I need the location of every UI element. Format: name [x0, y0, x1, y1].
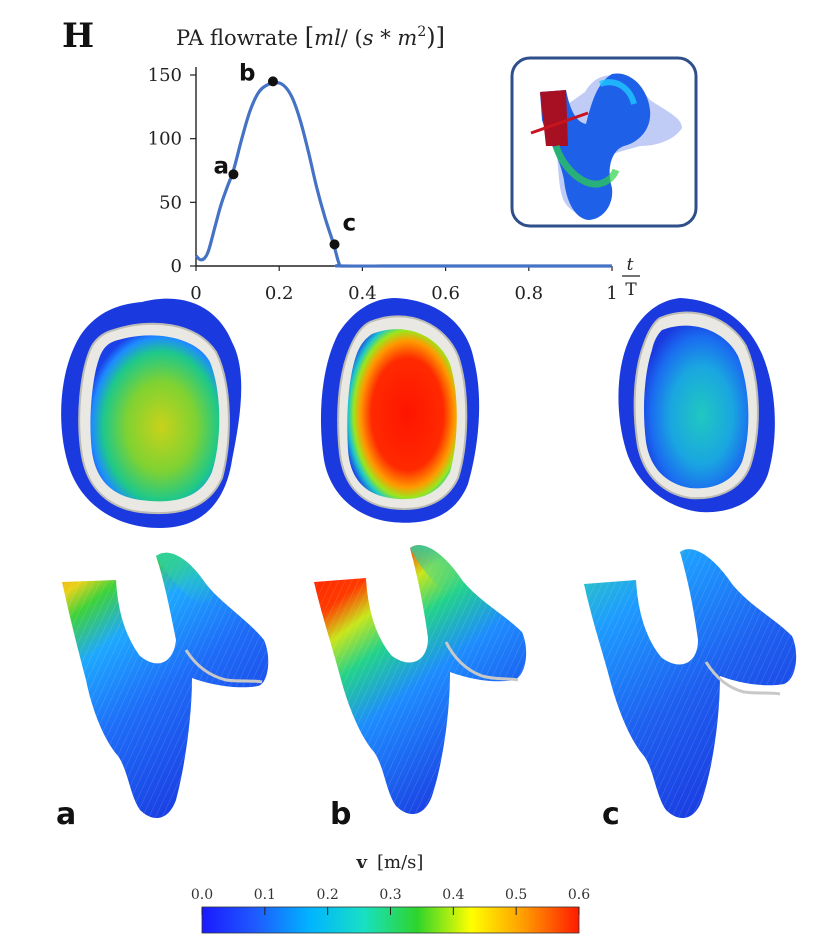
valve-line-c [704, 661, 781, 696]
colorbar-symbol: v [356, 852, 368, 873]
colorbar-tick-label: 0.6 [568, 887, 590, 903]
streamline-slice-c [584, 549, 797, 819]
inset-cyan-band [598, 79, 637, 105]
chart-title-rb: )] [426, 23, 445, 51]
chart-title-s: s [363, 26, 374, 50]
x-tick-label: 0 [190, 283, 201, 304]
colorbar-tick-label: 0.4 [442, 887, 464, 903]
phase-markers: a b c [213, 60, 357, 250]
x-tick-label: 0.6 [431, 283, 460, 304]
colorbar-ticks [201, 907, 580, 915]
chart-title-ml: ml [314, 26, 341, 50]
y-tick-label: 50 [159, 192, 182, 213]
valve-line-b [444, 641, 519, 682]
chart-title: PA flowrate [ml/ (s * m2)] [176, 23, 445, 51]
marker-point-b [267, 76, 278, 87]
inset-heart-view [510, 56, 698, 228]
y-tick-label: 100 [148, 129, 182, 150]
column-label-b: b [330, 797, 351, 832]
chart-title-main: PA flowrate [176, 26, 305, 50]
y-tick-label: 150 [148, 65, 182, 86]
chart-title-lb: [ [305, 23, 314, 51]
colorbar-tick-label: 0.5 [505, 887, 527, 903]
cross-section-c [618, 298, 775, 513]
x-tick-label: 1 [606, 283, 617, 304]
marker-point-a [228, 169, 239, 180]
inset-pa-red [540, 90, 568, 146]
chart-title-slash: / ( [341, 26, 363, 50]
colorbar-unit: [m/s] [377, 852, 423, 873]
x-tick-label: 0.2 [265, 283, 294, 304]
colorbar-tick-label: 0.3 [379, 887, 401, 903]
streamline-slice-b [314, 545, 527, 815]
x-tick-label: 0.8 [514, 283, 543, 304]
chart-title-star: * [374, 26, 398, 50]
inset-cut-line [530, 111, 589, 135]
flowrate-series-line [194, 81, 612, 268]
colorbar-tick-label: 0.2 [317, 887, 339, 903]
cross-section-a [61, 298, 242, 528]
colorbar-tick-label: 0.1 [254, 887, 276, 903]
x-ticks: 0 0.2 0.4 0.6 0.8 1 [190, 266, 618, 304]
colorbar-tick-label: 0.0 [191, 887, 213, 903]
colorbar-tick-labels: 0.0 0.1 0.2 0.3 0.4 0.5 0.6 [191, 887, 590, 903]
marker-point-c [329, 239, 340, 250]
colorbar: v [m/s] 0.0 0.1 0.2 0.3 0.4 0.5 0.6 [191, 852, 590, 934]
x-label-numerator: t [627, 255, 634, 275]
inset-heart [540, 73, 651, 220]
x-axis-label: t T [622, 255, 640, 300]
column-label-a: a [56, 797, 76, 832]
panel-letter: H [62, 16, 94, 56]
x-label-denominator: T [625, 280, 637, 300]
chart-title-sup: 2 [417, 24, 426, 40]
streamline-slice-a [62, 552, 269, 819]
flowrate-chart: 0 50 100 150 0 0.2 0.4 0.6 0.8 1 a b c [148, 60, 618, 304]
inset-green-band [552, 144, 620, 188]
column-label-c: c [602, 797, 620, 832]
chart-title-m: m [397, 26, 417, 50]
x-tick-label: 0.4 [348, 283, 377, 304]
colorbar-title: v [m/s] [356, 852, 424, 873]
valve-line-a [184, 649, 263, 684]
y-ticks: 0 50 100 150 [148, 65, 196, 277]
cross-section-b [320, 298, 480, 523]
marker-label-c: c [343, 210, 357, 236]
y-tick-label: 0 [171, 256, 182, 277]
marker-label-b: b [239, 60, 255, 86]
marker-label-a: a [213, 153, 229, 179]
